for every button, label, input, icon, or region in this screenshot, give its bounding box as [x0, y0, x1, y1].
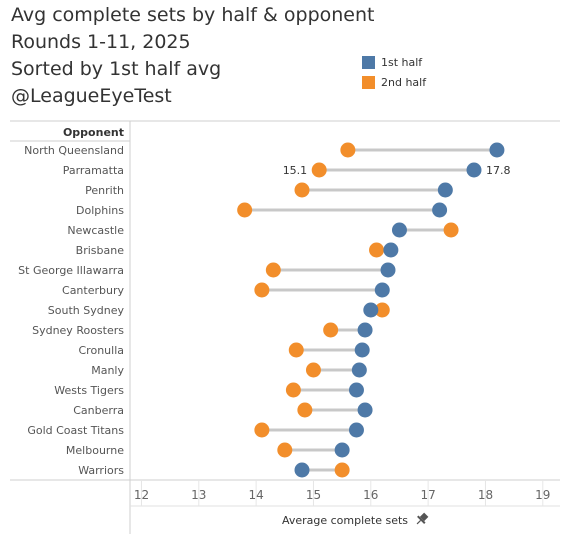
point-2nd-half-sydney-roosters [323, 322, 339, 338]
pin-icon-needle [416, 519, 422, 525]
row-label-parramatta: Parramatta [63, 164, 124, 177]
point-2nd-half-st-george-illawarra [265, 262, 281, 278]
x-tick-label-12: 12 [134, 488, 149, 502]
x-axis: 12 13 14 15 16 17 18 19 Average complete sets [134, 488, 551, 527]
point-1st-half-wests-tigers [348, 382, 364, 398]
point-2nd-half-warriors [334, 462, 350, 478]
row-label-st-george-illawarra: St George Illawarra [18, 264, 124, 277]
legend-label-second-half: 2nd half [381, 75, 427, 89]
legend-swatch-second-half [362, 75, 375, 89]
pin-icon [416, 512, 429, 525]
row-label-dolphins: Dolphins [76, 204, 124, 217]
point-1st-half-dolphins [432, 202, 448, 218]
point-2nd-half-manly [305, 362, 321, 378]
legend-item-second-half[interactable]: 2nd half [362, 72, 426, 92]
row-header: Opponent [63, 126, 124, 139]
row-label-penrith: Penrith [85, 184, 124, 197]
legend-item-first-half[interactable]: 1st half [362, 52, 426, 72]
legend: 1st half 2nd half [362, 52, 426, 92]
title-line-2: Rounds 1-11, 2025 [11, 31, 191, 53]
point-1st-half-parramatta [466, 162, 482, 178]
row-label-wests-tigers: Wests Tigers [54, 384, 124, 397]
point-2nd-half-canberra [297, 402, 313, 418]
point-1st-half-melbourne [334, 442, 350, 458]
row-label-sydney-roosters: Sydney Roosters [32, 324, 124, 337]
x-tick-label-13: 13 [191, 488, 206, 502]
point-1st-half-brisbane [383, 242, 399, 258]
row-label-melbourne: Melbourne [66, 444, 124, 457]
point-2nd-half-dolphins [237, 202, 253, 218]
point-1st-half-canberra [357, 402, 373, 418]
x-tick-label-19: 19 [535, 488, 550, 502]
data-label-parramatta-1st-half: 17.8 [486, 164, 511, 177]
point-1st-half-gold-coast-titans [348, 422, 364, 438]
gridlines [140, 480, 544, 506]
point-2nd-half-brisbane [369, 242, 385, 258]
point-1st-half-warriors [294, 462, 310, 478]
point-1st-half-north-queensland [489, 142, 505, 158]
point-2nd-half-wests-tigers [285, 382, 301, 398]
row-label-warriors: Warriors [78, 464, 124, 477]
data-marks: 17.8 15.1 [237, 142, 511, 478]
point-1st-half-manly [351, 362, 367, 378]
x-tick-label-18: 18 [478, 488, 493, 502]
point-2nd-half-north-queensland [340, 142, 356, 158]
point-1st-half-south-sydney [363, 302, 379, 318]
x-tick-label-14: 14 [248, 488, 263, 502]
point-2nd-half-newcastle [443, 222, 459, 238]
pin-icon-bar [417, 515, 426, 524]
data-label-parramatta-2nd-half: 15.1 [283, 164, 308, 177]
chart-frame [10, 120, 560, 534]
point-2nd-half-south-sydney [374, 302, 390, 318]
point-1st-half-sydney-roosters [357, 322, 373, 338]
point-1st-half-cronulla [354, 342, 370, 358]
row-label-north-queensland: North Queensland [24, 144, 124, 157]
point-2nd-half-penrith [294, 182, 310, 198]
row-label-brisbane: Brisbane [76, 244, 125, 257]
point-2nd-half-canterbury [254, 282, 270, 298]
point-2nd-half-cronulla [288, 342, 304, 358]
x-tick-label-16: 16 [363, 488, 378, 502]
point-2nd-half-parramatta [311, 162, 327, 178]
point-1st-half-canterbury [374, 282, 390, 298]
point-1st-half-newcastle [391, 222, 407, 238]
row-label-south-sydney: South Sydney [48, 304, 125, 317]
legend-swatch-first-half [362, 55, 375, 69]
x-tick-label-17: 17 [420, 488, 435, 502]
legend-label-first-half: 1st half [381, 55, 423, 69]
point-1st-half-penrith [437, 182, 453, 198]
row-label-canberra: Canberra [73, 404, 124, 417]
point-1st-half-st-george-illawarra [380, 262, 396, 278]
row-label-newcastle: Newcastle [67, 224, 124, 237]
x-tick-label-15: 15 [306, 488, 321, 502]
row-label-cronulla: Cronulla [79, 344, 125, 357]
title-line-3: Sorted by 1st half avg [11, 58, 222, 80]
title-line-4: @LeagueEyeTest [11, 85, 172, 107]
row-labels: Opponent North Queensland Parramatta Penrit… [18, 126, 124, 477]
point-2nd-half-melbourne [277, 442, 293, 458]
title-line-1: Avg complete sets by half & opponent [11, 4, 375, 26]
row-label-canterbury: Canterbury [62, 284, 124, 297]
x-axis-title: Average complete sets [282, 514, 408, 527]
row-label-manly: Manly [91, 364, 124, 377]
row-label-gold-coast-titans: Gold Coast Titans [27, 424, 124, 437]
chart-title-block: Avg complete sets by half & opponent Rou… [11, 2, 374, 110]
point-2nd-half-gold-coast-titans [254, 422, 270, 438]
